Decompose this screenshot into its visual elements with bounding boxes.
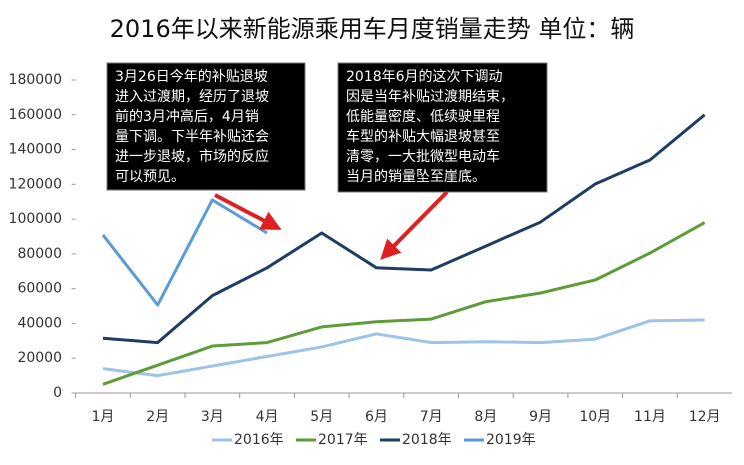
legend-label: 2018年 xyxy=(402,432,452,448)
y-tick-label: 100000 xyxy=(9,211,62,227)
series-line xyxy=(102,113,706,345)
annotation-box xyxy=(337,62,548,193)
x-tick-label: 1月 xyxy=(91,409,114,425)
legend-label: 2019年 xyxy=(486,432,536,448)
series-line xyxy=(102,221,706,386)
annotation-text: 因是当年补贴过渡期结束， xyxy=(346,89,514,105)
annotation-text: 低能量密度、低续驶里程 xyxy=(346,108,500,125)
y-tick-label: 40000 xyxy=(17,315,62,331)
annotation-text: 当月的销量坠至崖底。 xyxy=(346,169,486,185)
annotation-text: 进一步退坡，市场的反应 xyxy=(115,148,269,165)
annotation-arrow xyxy=(380,190,449,260)
x-tick-label: 10月 xyxy=(579,409,611,425)
y-tick-label: 140000 xyxy=(9,142,62,158)
y-tick-label: 0 xyxy=(53,385,62,401)
y-tick-label: 120000 xyxy=(9,176,62,192)
annotation-text: 3月26日今年的补贴退坡 xyxy=(115,69,268,85)
x-tick-label: 11月 xyxy=(634,409,666,425)
annotation-box xyxy=(106,62,306,191)
x-tick-label: 2月 xyxy=(146,409,169,425)
y-tick-label: 60000 xyxy=(17,281,62,297)
x-tick-label: 6月 xyxy=(365,409,388,425)
legend-label: 2016年 xyxy=(234,432,284,448)
y-tick-label: 20000 xyxy=(17,350,62,366)
annotation-text: 车型的补贴大幅退坡甚至 xyxy=(346,128,500,145)
x-tick-label: 7月 xyxy=(420,409,443,425)
annotation-text: 量下调。下半年补贴还会 xyxy=(115,129,269,145)
series-line xyxy=(102,318,705,378)
x-tick-label: 9月 xyxy=(529,409,552,425)
y-tick-label: 160000 xyxy=(9,107,62,123)
x-tick-label: 4月 xyxy=(256,409,279,425)
x-tick-label: 8月 xyxy=(474,409,497,425)
x-tick-label: 12月 xyxy=(689,409,721,425)
annotation-text: 2018年6月的这次下调动 xyxy=(346,68,503,85)
annotation-text: 可以预见。 xyxy=(115,169,185,185)
chart-title: 2016年以来新能源乘用车月度销量走势 单位：辆 xyxy=(110,15,635,43)
annotation-text: 前的3月冲高后，4月销 xyxy=(115,108,259,125)
annotation-text: 进入过渡期，经历了退坡 xyxy=(115,89,269,105)
x-tick-label: 3月 xyxy=(201,409,224,425)
series-line xyxy=(101,198,268,307)
annotation-text: 清零，一大批微型电动车 xyxy=(346,148,500,165)
annotation-arrow xyxy=(214,193,282,230)
x-tick-label: 5月 xyxy=(310,409,333,425)
y-tick-label: 180000 xyxy=(9,72,62,88)
legend-label: 2017年 xyxy=(318,432,368,448)
y-tick-label: 80000 xyxy=(17,246,62,262)
